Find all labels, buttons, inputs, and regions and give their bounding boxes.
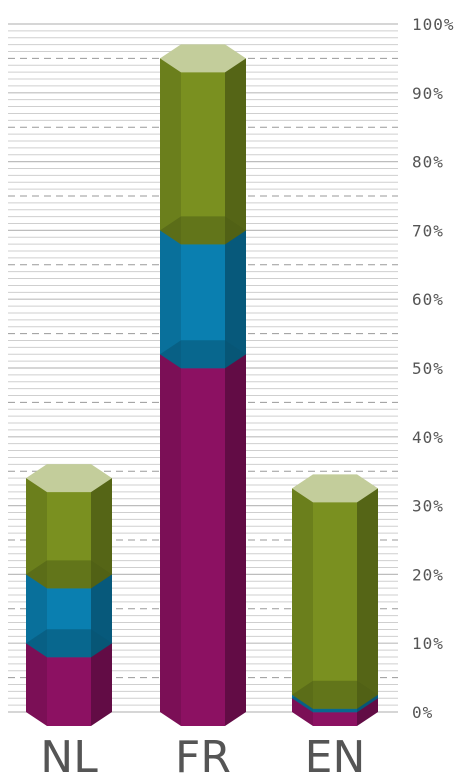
y-axis: 0% 10% 20% 30% 40% 50% 60% 70% 80% 90% 100%	[412, 15, 455, 722]
bar-segment	[292, 488, 378, 709]
bar-column	[160, 44, 246, 726]
y-tick-label: 40%	[412, 428, 444, 447]
x-axis: NL FR EN	[40, 732, 365, 777]
y-tick-label: 60%	[412, 290, 444, 309]
x-category-label: EN	[305, 732, 366, 777]
x-category-label: FR	[175, 732, 231, 777]
bar-top-cap	[292, 474, 378, 503]
y-tick-label: 100%	[412, 15, 455, 34]
y-tick-label: 50%	[412, 359, 444, 378]
bar-segment	[160, 58, 246, 245]
bar-segment	[26, 478, 112, 589]
bar-segment	[160, 230, 246, 369]
x-category-label: NL	[40, 732, 98, 777]
bar-top-cap	[26, 464, 112, 493]
y-tick-label: 80%	[412, 153, 444, 172]
bar-top-cap	[160, 44, 246, 73]
y-tick-label: 20%	[412, 565, 444, 584]
y-tick-label: 70%	[412, 221, 444, 240]
bar-column	[292, 474, 378, 726]
y-tick-label: 30%	[412, 497, 444, 516]
bar-column	[26, 464, 112, 726]
bars	[26, 44, 378, 726]
bar-segment	[26, 643, 112, 726]
y-tick-label: 0%	[412, 703, 433, 722]
y-tick-label: 90%	[412, 84, 444, 103]
bar-segment	[26, 574, 112, 658]
bar-segment	[160, 354, 246, 726]
y-tick-label: 10%	[412, 634, 444, 653]
